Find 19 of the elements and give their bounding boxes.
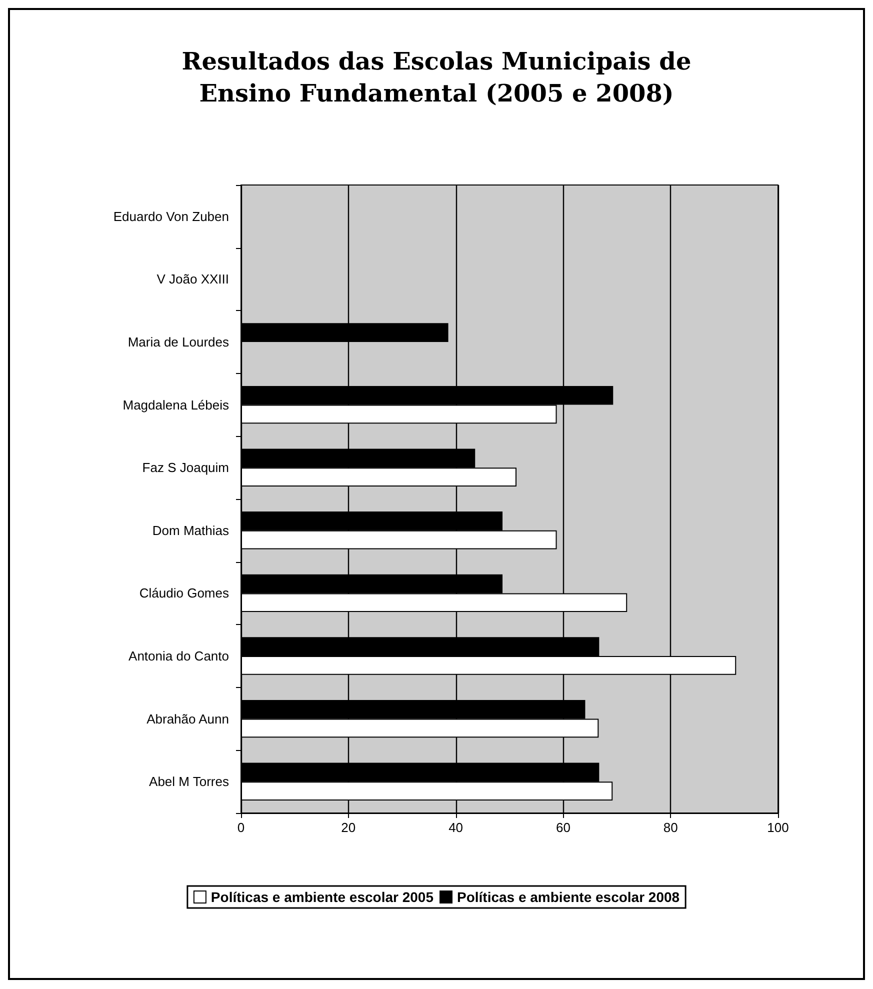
y-tick-label: Maria de Lourdes (128, 334, 230, 350)
x-tick-label: 40 (448, 820, 464, 835)
x-tick-label: 0 (237, 820, 245, 835)
x-tick-label: 60 (556, 820, 570, 835)
y-tick-label: Magdalena Lébeis (122, 397, 230, 412)
y-tick-label: Abrahão Aunn (146, 711, 229, 726)
x-tick-label: 20 (341, 820, 356, 835)
y-tick-label: Dom Mathias (152, 522, 230, 538)
x-tick-label: 80 (663, 820, 678, 835)
y-tick-label: Abel M Torres (149, 774, 230, 790)
y-tick-label: Eduardo Von Zuben (113, 208, 229, 224)
legend-label: Políticas e ambiente escolar 2005 (210, 889, 434, 905)
y-tick-label: Faz S Joaquim (142, 460, 229, 476)
chart-title: Resultados das Escolas Municipais de Ensino Fundamental (2005 e 2008) (182, 46, 692, 108)
y-tick-label: Antonia do Canto (128, 648, 229, 664)
legend-label: Políticas e ambiente escolar 2008 (457, 889, 680, 905)
x-tick-label: 100 (767, 820, 789, 835)
y-tick-label: Cláudio Gomes (139, 586, 230, 601)
y-tick-label: V João XXIII (156, 272, 229, 287)
